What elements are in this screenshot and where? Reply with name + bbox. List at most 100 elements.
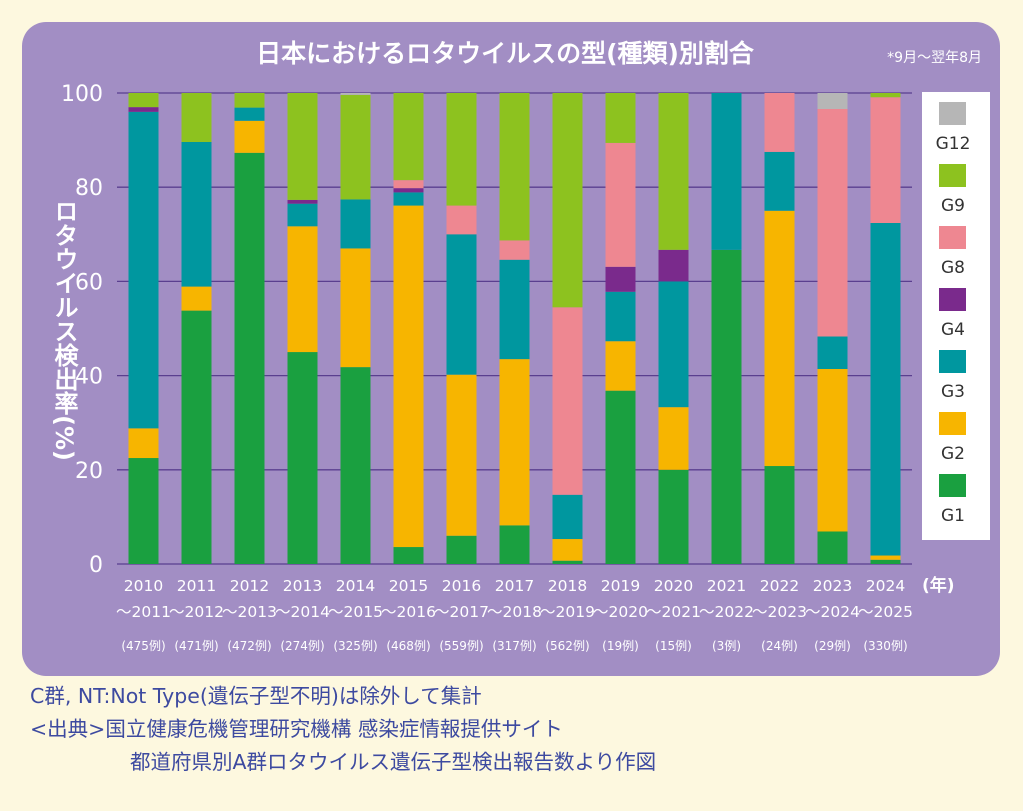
bar-segment-g1 [499,525,530,564]
x-tick-label: 2023 [813,577,852,595]
x-tick-label: 2017 [495,577,534,595]
bar-segment-g4 [287,199,318,204]
bar-segment-g8 [870,97,901,223]
bar-segment-g1 [605,390,636,564]
bar-segment-g2 [181,286,212,311]
bar-segment-g8 [817,109,848,337]
legend-label: G3 [941,382,965,402]
bar-segment-g3 [605,291,636,342]
bar-segment-g1 [340,367,371,564]
bar-segment-g2 [817,369,848,532]
x-tick-label-range: 〜2023 [752,603,807,621]
bar-segment-g2 [393,205,424,548]
bar-segment-g1 [393,547,424,564]
bar-segment-g3 [181,141,212,287]
legend-swatch-g4 [939,288,966,311]
chart-title: 日本におけるロタウイルスの型(種類)別割合 [256,39,755,68]
legend-label: G8 [941,258,965,278]
x-tick-label-count: (24例) [761,639,798,653]
legend-swatch-g2 [939,412,966,435]
bar-segment-g3 [658,281,689,408]
bar-segment-g2 [764,210,795,467]
bar-segment-g1 [764,466,795,564]
legend-box [922,92,990,540]
bar-segment-g1 [658,469,689,564]
x-tick-label-range: 〜2016 [381,603,436,621]
bar-segment-g1 [817,531,848,564]
bar-segment-g9 [605,93,636,143]
bar-segment-g1 [128,458,159,564]
bar-segment-g3 [287,203,318,227]
x-tick-label-count: (29例) [814,639,851,653]
x-tick-label: 2019 [601,577,640,595]
bar-segment-g9 [552,93,583,308]
x-tick-label: 2018 [548,577,587,595]
x-tick-label-range: 〜2017 [434,603,489,621]
bar-segment-g9 [393,93,424,181]
bar-segment-g3 [128,111,159,429]
bars [128,93,901,564]
bar-segment-g8 [605,142,636,267]
x-tick-label: 2022 [760,577,799,595]
x-tick-label-count: (19例) [602,639,639,653]
bar-segment-g9 [181,93,212,142]
bar-segment-g2 [340,248,371,368]
footer-notes: C群, NT:Not Type(遺伝子型不明)は除外して集計 <出典>国立健康危… [30,680,1010,779]
bar-segment-g9 [446,93,477,206]
y-axis-ticks: 0 20 40 60 80 100 [61,82,103,578]
footer-note: C群, NT:Not Type(遺伝子型不明)は除外して集計 [30,684,482,708]
legend-swatch-g12 [939,102,966,125]
x-tick-label-range: 〜2019 [540,603,595,621]
x-tick-label-count: (559例) [439,639,483,653]
bar-segment-g3 [870,222,901,556]
x-tick-label-count: (468例) [386,639,430,653]
bar-segment-g8 [446,205,477,235]
x-tick-label-range: 〜2012 [169,603,224,621]
x-tick-label: 2014 [336,577,375,595]
bar-segment-g3 [817,336,848,370]
bar-segment-g9 [128,93,159,108]
bar-segment-g1 [234,152,265,564]
bar-segment-g8 [764,93,795,152]
x-tick-label-count: (562例) [545,639,589,653]
x-tick-label: 2024 [866,577,905,595]
legend: G12 G9 G8 G4 G3 G2 G1 [922,92,990,540]
legend-swatch-g3 [939,350,966,373]
x-tick-label-count: (15例) [655,639,692,653]
bar-segment-g2 [287,226,318,353]
x-tick-label: 2012 [230,577,269,595]
bar-segment-g2 [552,539,583,561]
x-tick-label-range: 〜2021 [646,603,701,621]
bar-segment-g2 [870,555,901,560]
bar-segment-g3 [446,234,477,375]
legend-swatch-g8 [939,226,966,249]
x-tick-label-count: (317例) [492,639,536,653]
x-tick-label-count: (325例) [333,639,377,653]
bar-segment-g9 [870,93,901,98]
x-tick-label-range: 〜2024 [805,603,860,621]
bar-segment-g9 [658,93,689,250]
x-tick-label-range: 〜2015 [328,603,383,621]
legend-label: G9 [941,196,965,216]
x-tick-label: 2015 [389,577,428,595]
x-tick-label-count: (274例) [280,639,324,653]
bar-segment-g3 [552,494,583,540]
bar-segment-g1 [181,310,212,564]
bar-segment-g1 [870,559,901,564]
bar-segment-g2 [128,428,159,459]
x-tick-label-count: (330例) [863,639,907,653]
legend-label: G1 [941,506,965,526]
bar-segment-g2 [499,359,530,526]
bar-segment-g3 [234,107,265,121]
y-tick-label: 60 [75,270,103,295]
x-tick-label: 2021 [707,577,746,595]
legend-swatch-g9 [939,164,966,187]
x-tick-label-count: (475例) [121,639,165,653]
x-tick-label-range: 〜2022 [699,603,754,621]
bar-segment-g1 [711,249,742,564]
x-tick-label-range: 〜2018 [487,603,542,621]
legend-swatch-g1 [939,474,966,497]
bar-segment-g2 [234,120,265,153]
bar-segment-g4 [605,266,636,292]
x-tick-label-count: (471例) [174,639,218,653]
